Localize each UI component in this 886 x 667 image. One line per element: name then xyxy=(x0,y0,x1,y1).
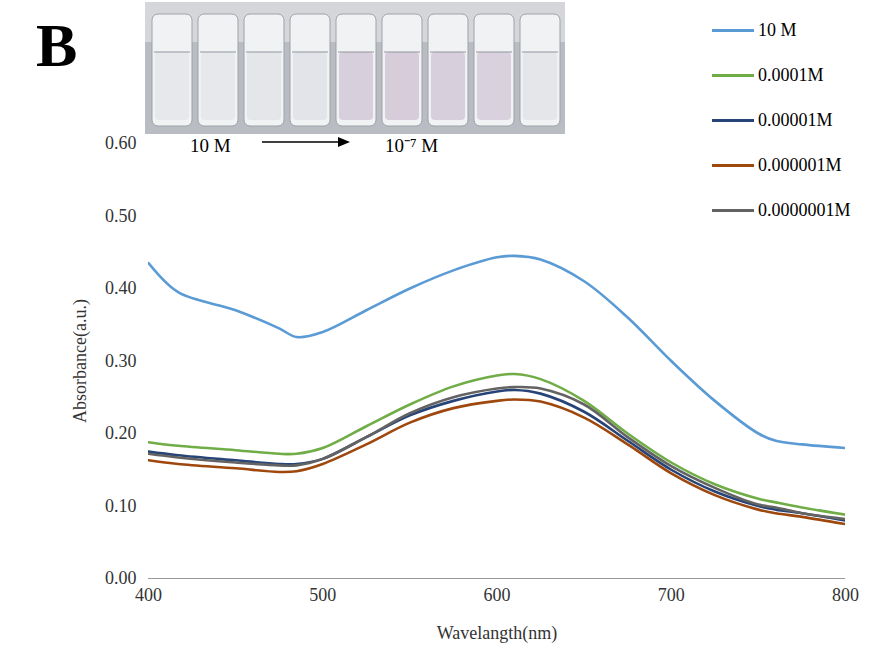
svg-text:0.60: 0.60 xyxy=(105,133,137,153)
svg-text:Absorbance(a.u.): Absorbance(a.u.) xyxy=(70,299,91,423)
html-text:0.00001M: 0.00001M xyxy=(758,110,833,130)
svg-text:Wavelangth(nm): Wavelangth(nm) xyxy=(437,623,558,644)
svg-text:0.10: 0.10 xyxy=(105,496,137,516)
html-text:0.000001M: 0.000001M xyxy=(758,155,842,175)
svg-text:400: 400 xyxy=(135,585,162,605)
html-text:0.0000001M: 0.0000001M xyxy=(758,200,851,220)
svg-text:500: 500 xyxy=(309,585,336,605)
svg-text:0.50: 0.50 xyxy=(105,206,137,226)
svg-text:800: 800 xyxy=(832,585,859,605)
svg-text:10 M: 10 M xyxy=(190,135,231,156)
html-text:10 M: 10 M xyxy=(758,20,797,40)
svg-text:700: 700 xyxy=(658,585,685,605)
svg-text:0.20: 0.20 xyxy=(105,423,137,443)
svg-text:600: 600 xyxy=(484,585,511,605)
svg-text:0.00: 0.00 xyxy=(105,568,137,588)
svg-text:B: B xyxy=(36,11,77,79)
svg-text:0.40: 0.40 xyxy=(105,278,137,298)
svg-text:10⁻⁷ M: 10⁻⁷ M xyxy=(385,135,438,156)
svg-text:0.30: 0.30 xyxy=(105,351,137,371)
html-text:0.0001M: 0.0001M xyxy=(758,65,824,85)
